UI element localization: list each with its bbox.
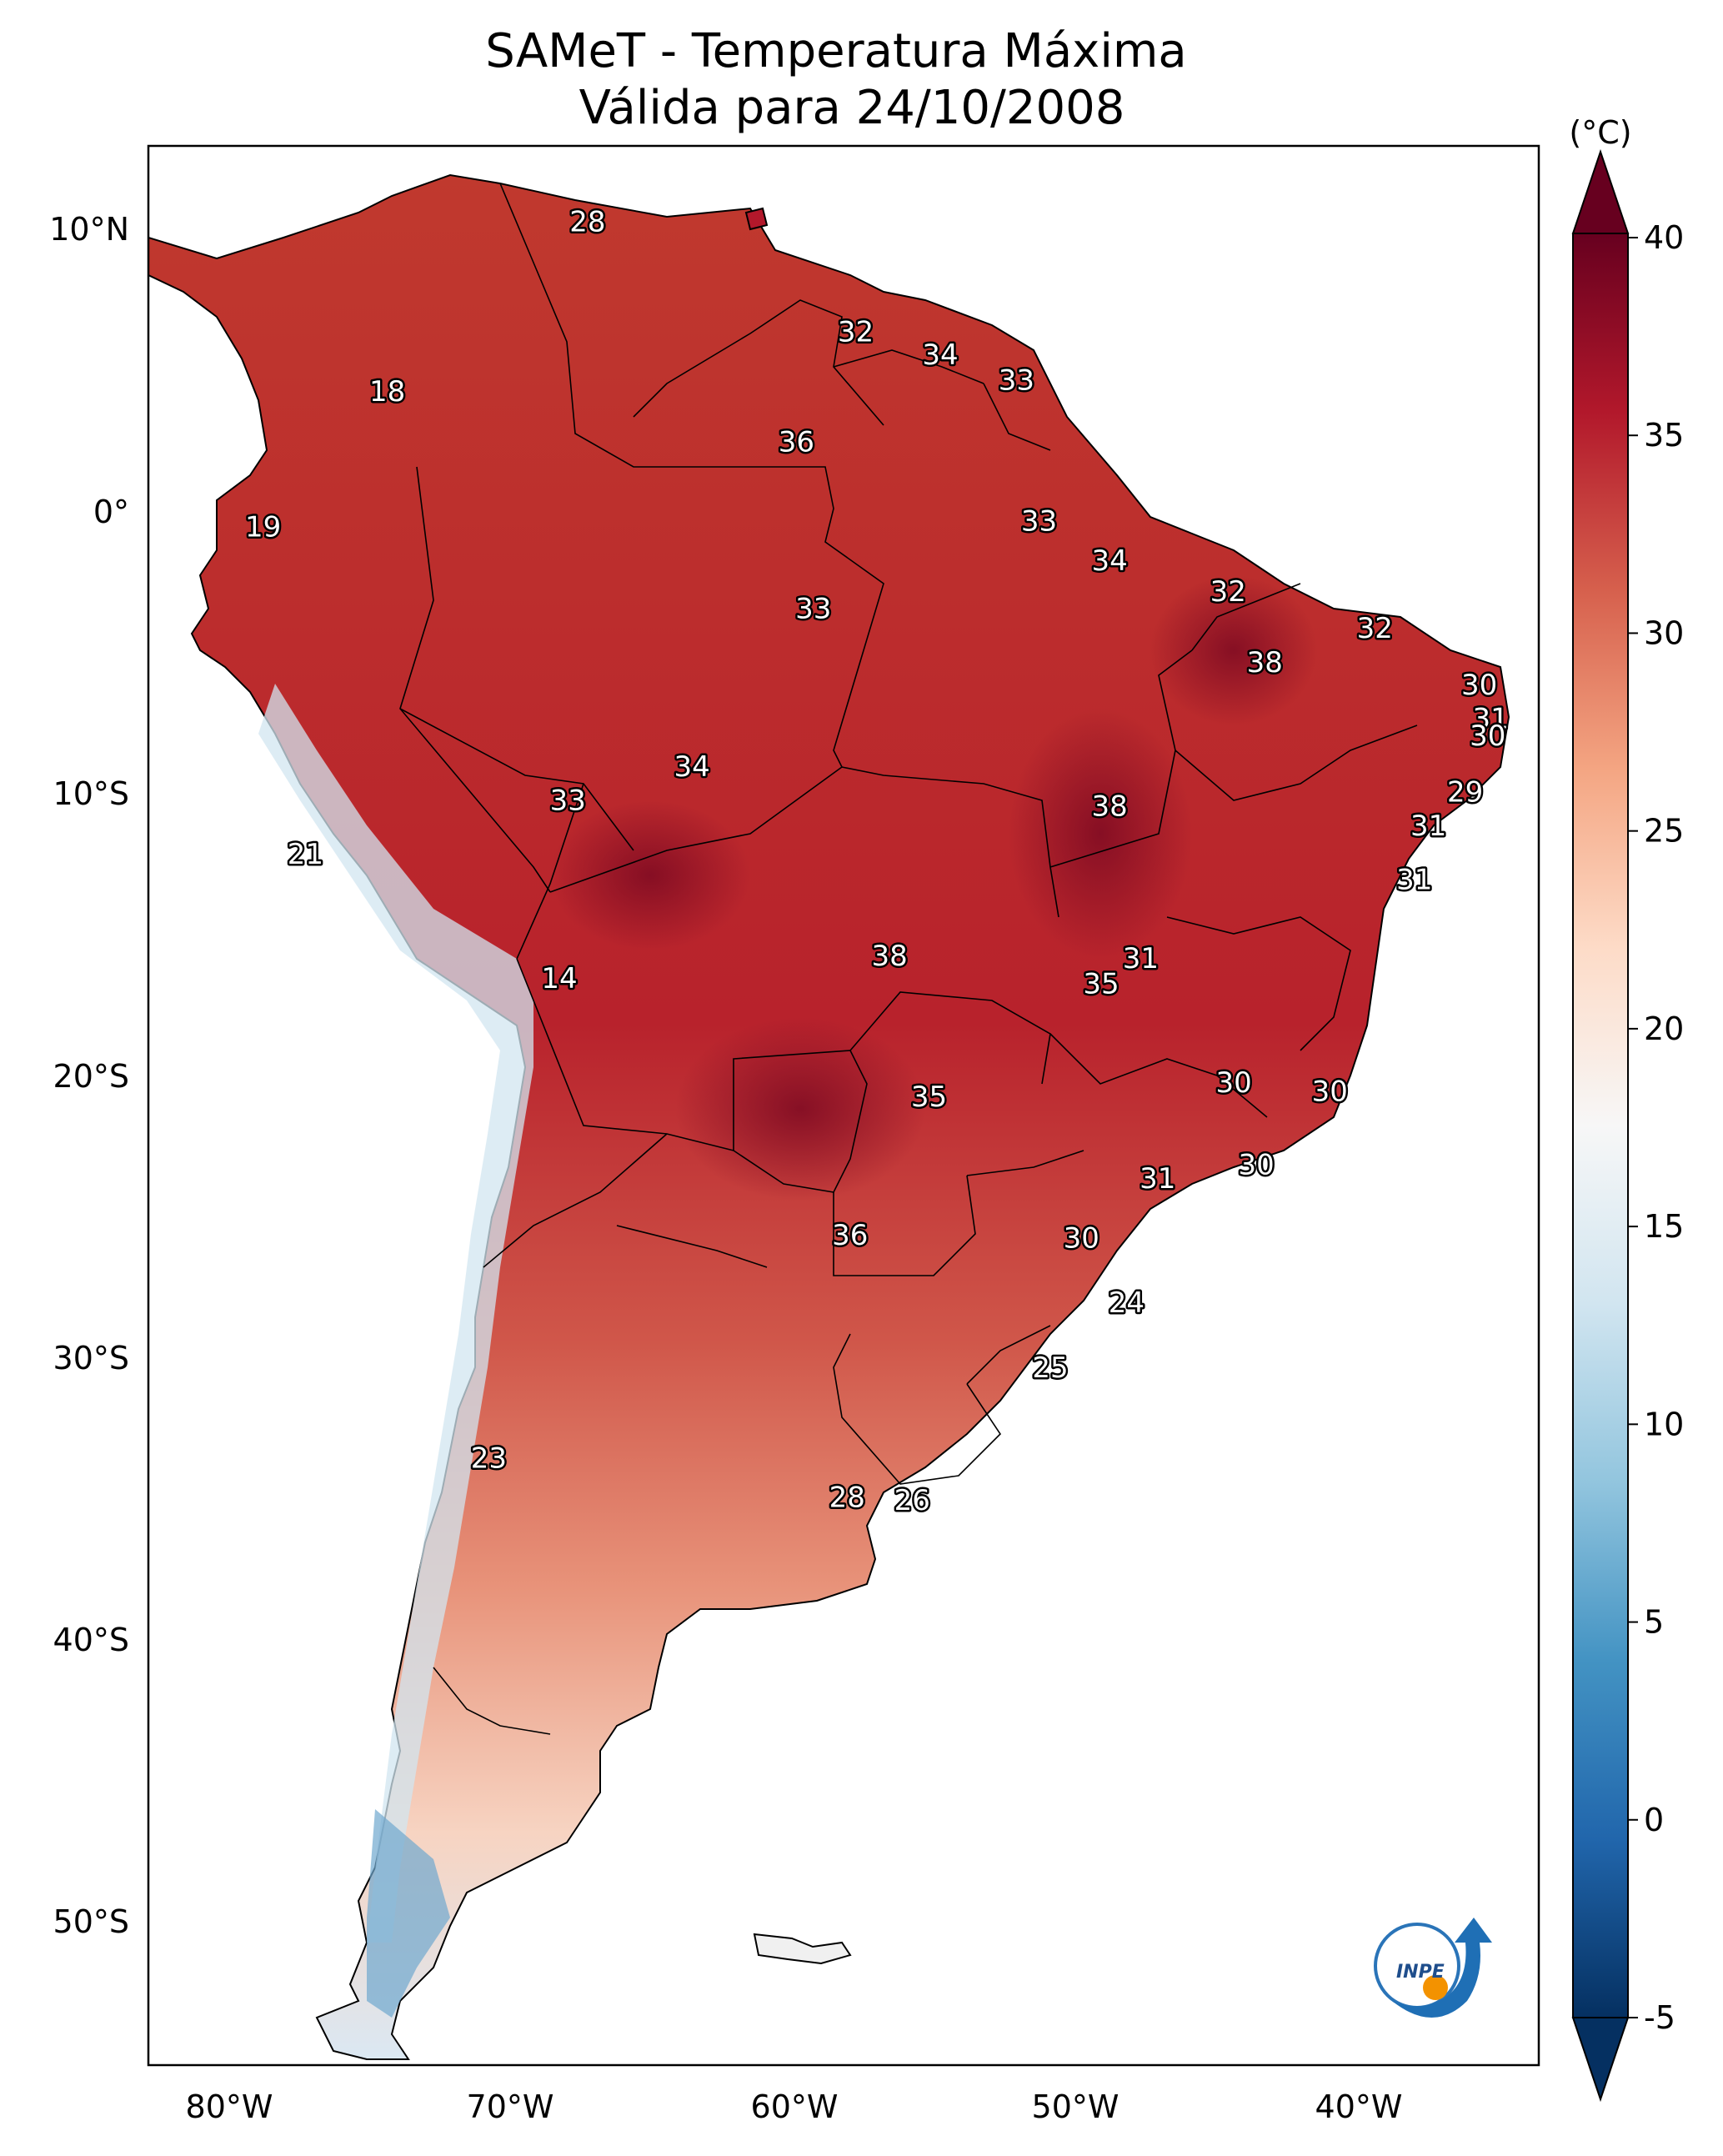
lat-label-30s: 30°S <box>53 1340 129 1376</box>
temperature-label: 32 <box>1210 575 1246 609</box>
temperature-label: 19 <box>245 510 281 544</box>
temperature-label: 24 <box>1109 1286 1144 1320</box>
latitude-axis-labels: 10°N 0° 10°S 20°S 30°S 40°S 50°S <box>49 211 129 1940</box>
colorbar-ticks: 40 35 30 25 20 15 10 5 0 -5 <box>1628 219 1684 2036</box>
inpe-logo: INPE <box>1374 1918 1492 2018</box>
inpe-logo-swoosh-icon <box>1392 1918 1492 2018</box>
colorbar-tick-label: 10 <box>1644 1406 1684 1442</box>
temperature-label: 31 <box>1410 810 1446 843</box>
temperature-label: 18 <box>369 375 405 409</box>
inpe-logo-sun-icon <box>1423 1975 1448 2000</box>
temperature-label: 30 <box>1215 1066 1251 1100</box>
temperature-label: 28 <box>569 206 605 239</box>
lat-label-10s: 10°S <box>53 775 129 812</box>
temperature-label: 26 <box>894 1484 930 1517</box>
temperature-label: 31 <box>1123 942 1159 975</box>
lon-label-80w: 80°W <box>186 2088 273 2125</box>
lon-label-70w: 70°W <box>467 2088 554 2125</box>
temperature-label: 38 <box>1091 790 1127 823</box>
patagonia-cold-band <box>367 1809 450 2018</box>
temperature-label: 36 <box>779 426 814 459</box>
colorbar-scale <box>1572 233 1629 2018</box>
inpe-logo-text: INPE <box>1396 1962 1445 1983</box>
temperature-label: 38 <box>871 940 907 973</box>
temperature-label: 33 <box>550 785 586 818</box>
temperature-label: 33 <box>1021 505 1057 539</box>
temperature-label: 34 <box>1091 544 1127 578</box>
colorbar-tick-label: 5 <box>1644 1604 1664 1641</box>
falkland-islands <box>753 1933 852 1965</box>
temperature-label: 33 <box>999 364 1034 397</box>
temperature-label: 29 <box>1447 776 1483 810</box>
country-borders <box>399 183 1418 1735</box>
temperature-label: 31 <box>1139 1162 1175 1196</box>
temperature-label: 30 <box>1238 1148 1274 1181</box>
temperature-label: 36 <box>832 1219 868 1252</box>
colorbar-tick-label: 40 <box>1644 219 1684 256</box>
temperature-label: 32 <box>1357 612 1393 645</box>
map-title-line2: Válida para 24/10/2008 <box>579 81 1125 135</box>
temperature-label: 31 <box>1396 863 1432 896</box>
map-frame <box>147 144 1540 2067</box>
temperature-label: 28 <box>829 1482 865 1515</box>
lat-label-10n: 10°N <box>49 211 129 248</box>
colorbar-tick-label: 15 <box>1644 1208 1684 1245</box>
hot-region-central-brazil <box>1009 709 1192 959</box>
colorbar: (°C) 40 35 30 25 20 15 10 5 0 -5 <box>1569 114 1684 2103</box>
hot-region-northeast <box>1150 575 1317 725</box>
trinidad-island <box>744 207 769 231</box>
map-title-line1: SAMeT - Temperatura Máxima <box>485 24 1187 78</box>
colorbar-unit-label: (°C) <box>1569 114 1631 151</box>
lat-label-20s: 20°S <box>53 1058 129 1095</box>
longitude-axis-labels: 80°W 70°W 60°W 50°W 40°W <box>186 2088 1403 2125</box>
temperature-label: 32 <box>838 316 874 349</box>
lat-label-50s: 50°S <box>53 1903 129 1940</box>
colorbar-tick-label: 35 <box>1644 417 1684 454</box>
temperature-label: 35 <box>1083 968 1119 1001</box>
temperature-label: 34 <box>674 750 709 784</box>
colorbar-tick-label: 20 <box>1644 1010 1684 1047</box>
temperature-label: 33 <box>795 592 831 625</box>
lon-label-60w: 60°W <box>751 2088 839 2125</box>
temperature-label: 34 <box>922 338 958 372</box>
temperature-label: 31 <box>1472 703 1508 736</box>
lon-label-50w: 50°W <box>1032 2088 1119 2125</box>
temperature-label: 21 <box>288 838 323 871</box>
temperature-label: 23 <box>471 1442 507 1475</box>
temperature-label: 38 <box>1247 646 1283 679</box>
lat-label-40s: 40°S <box>53 1622 129 1658</box>
colorbar-bottom-extend <box>1571 2017 1630 2103</box>
hot-region-amazon <box>550 800 750 950</box>
lon-label-40w: 40°W <box>1315 2088 1403 2125</box>
temperature-label: 14 <box>541 962 577 995</box>
colorbar-tick-label: 0 <box>1644 1802 1664 1838</box>
colorbar-top-extend <box>1571 148 1630 234</box>
colorbar-tick-label: 25 <box>1644 813 1684 850</box>
temperature-label: 30 <box>1312 1075 1348 1108</box>
andes-cool-band <box>258 684 533 1943</box>
temperature-label: 30 <box>1470 720 1505 753</box>
temperature-label: 25 <box>1032 1351 1068 1385</box>
temperature-label: 30 <box>1064 1221 1099 1255</box>
colorbar-tick-label: 30 <box>1644 614 1684 651</box>
lat-label-0: 0° <box>93 494 129 530</box>
hot-region-chaco <box>675 1017 925 1201</box>
colorbar-tick-label: -5 <box>1644 1999 1675 2036</box>
temperature-label: 30 <box>1461 669 1497 702</box>
temperature-label: 35 <box>911 1081 947 1114</box>
